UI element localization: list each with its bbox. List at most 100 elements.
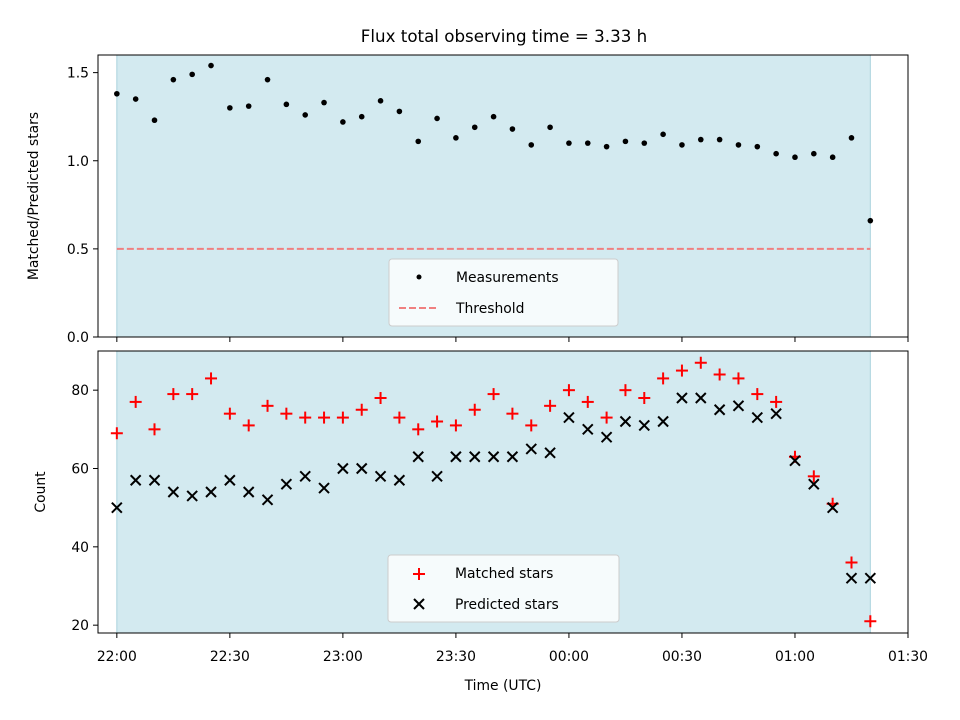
measurement-point <box>848 135 855 141</box>
ratio-x-ticks <box>116 337 909 342</box>
count-y-axis-label: Count <box>33 471 49 513</box>
measurement-point <box>603 143 610 150</box>
predicted-star-point <box>205 486 217 498</box>
matched-star-point <box>694 356 707 369</box>
measurement-point <box>189 71 195 78</box>
matched-star-point <box>318 411 331 424</box>
y-tick-label: 1.0 <box>67 154 89 170</box>
matched-star-point <box>468 403 481 416</box>
predicted-star-point <box>280 478 293 490</box>
measurement-point <box>622 138 629 145</box>
predicted-star-point <box>167 486 180 498</box>
matched-star-point <box>544 399 557 412</box>
measurement-point <box>811 150 817 157</box>
predicted-stars-legend-label: Predicted stars <box>455 597 559 613</box>
predicted-star-point <box>337 462 349 475</box>
measurement-point <box>170 76 177 83</box>
matched-star-point <box>186 388 199 401</box>
count-y-ticks: 20 40 60 80 <box>71 383 98 634</box>
matched-star-point <box>110 427 123 440</box>
measurement-point <box>358 113 365 120</box>
matched-star-point <box>600 411 613 424</box>
measurements-series <box>114 62 874 224</box>
predicted-star-point <box>450 451 462 463</box>
predicted-star-point <box>563 411 575 424</box>
predicted-star-point <box>412 451 424 463</box>
matched-star-point <box>713 368 726 381</box>
matched-star-point <box>431 415 444 428</box>
count-legend-box <box>387 554 620 623</box>
predicted-star-point <box>713 404 726 416</box>
x-tick-label: 01:00 <box>775 649 815 665</box>
matched-star-point <box>336 411 349 424</box>
predicted-star-point <box>808 478 820 490</box>
measurement-point <box>867 217 874 224</box>
predicted-star-point <box>864 572 877 584</box>
matched-stars-legend-label: Matched stars <box>455 566 553 582</box>
measurement-point <box>528 142 535 148</box>
measurement-point <box>453 135 459 141</box>
predicted-star-point <box>619 415 632 428</box>
matched-star-point <box>355 403 368 416</box>
matched-star-point <box>242 419 255 432</box>
measurement-point <box>132 96 139 102</box>
x-tick-label: 23:00 <box>323 649 363 665</box>
measurement-point <box>490 113 497 120</box>
predicted-star-point <box>657 415 669 428</box>
count-panel: 20 40 60 80 22:00 22:30 23:00 23:30 00:00 00:30 0… <box>33 350 928 694</box>
measurement-point <box>264 76 271 83</box>
measurement-point <box>114 90 120 97</box>
predicted-star-point <box>845 572 858 584</box>
matched-star-point <box>129 395 142 408</box>
matched-star-point <box>412 423 425 436</box>
measurements-legend-label: Measurements <box>456 270 559 286</box>
predicted-stars-series <box>111 392 877 584</box>
measurements-legend-marker <box>416 274 422 280</box>
measurement-point <box>415 138 422 145</box>
matched-star-point <box>845 556 858 569</box>
y-tick-label: 0.0 <box>67 330 89 346</box>
matched-star-point <box>562 384 575 397</box>
measurement-point <box>471 124 478 131</box>
ratio-y-ticks: 0.0 0.5 1.0 1.5 <box>67 66 98 346</box>
predicted-star-point <box>224 474 236 486</box>
matched-star-point <box>619 384 632 397</box>
predicted-star-point <box>469 451 481 463</box>
count-x-ticks: 22:00 22:30 23:00 23:30 00:00 00:30 01:00 01:30 <box>97 633 928 665</box>
measurement-point <box>227 105 233 111</box>
predicted-star-point <box>487 451 500 463</box>
predicted-star-point <box>506 451 519 463</box>
matched-star-point <box>261 399 274 412</box>
predicted-star-point <box>525 443 537 455</box>
matched-star-point <box>732 372 745 385</box>
matched-star-point <box>487 388 500 401</box>
measurement-point <box>434 115 440 122</box>
measurement-point <box>697 136 704 143</box>
measurement-point <box>679 142 685 148</box>
matched-star-point <box>581 395 594 408</box>
matched-star-point <box>299 411 312 424</box>
y-tick-label: 0.5 <box>67 242 89 258</box>
matched-star-point <box>374 392 387 404</box>
x-tick-label: 23:30 <box>436 649 476 665</box>
measurement-point <box>302 112 309 118</box>
measurement-point <box>735 142 742 148</box>
matched-star-point <box>148 423 161 436</box>
ratio-legend: Measurements Threshold <box>388 258 619 327</box>
matched-star-point <box>506 407 519 420</box>
matched-star-point <box>525 419 538 432</box>
matched-star-point <box>280 407 293 420</box>
measurement-point <box>829 154 836 161</box>
chart-title: Flux total observing time = 3.33 h <box>361 26 647 46</box>
x-tick-label: 00:30 <box>662 649 702 665</box>
measurement-point <box>377 98 384 104</box>
measurement-point <box>340 119 346 125</box>
predicted-star-point <box>318 482 330 494</box>
matched-star-point <box>205 372 218 385</box>
predicted-star-point <box>770 407 782 420</box>
y-tick-label: 1.5 <box>67 66 89 82</box>
predicted-stars-legend-marker <box>413 598 425 610</box>
measurement-point <box>283 101 290 108</box>
matched-star-point <box>864 615 877 628</box>
